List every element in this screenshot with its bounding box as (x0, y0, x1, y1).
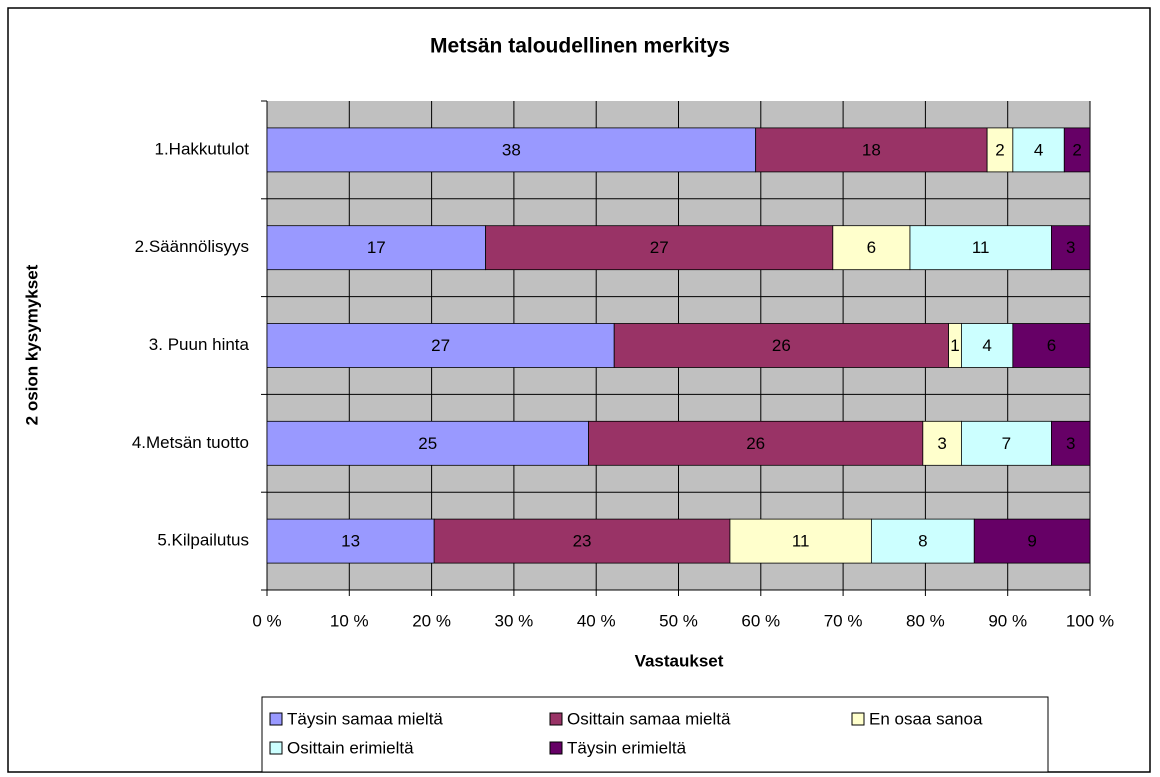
data-label: 18 (862, 140, 881, 159)
bar-segment (588, 420, 924, 466)
x-tick-label: 90 % (988, 611, 1027, 630)
legend-swatch (851, 712, 865, 726)
data-label: 4 (1034, 140, 1043, 159)
data-label: 27 (650, 238, 669, 257)
y-tick-label: 4.Metsän tuotto (132, 433, 249, 452)
data-label: 11 (792, 532, 810, 551)
x-tick-label: 30 % (495, 611, 534, 630)
x-tick-label: 0 % (252, 611, 281, 630)
bar-segment (266, 518, 435, 564)
legend-swatch (269, 741, 283, 755)
x-tick-label: 100 % (1066, 611, 1114, 630)
x-tick-label: 40 % (577, 611, 616, 630)
bar-segment (961, 323, 1014, 368)
data-label: 3 (1066, 434, 1075, 453)
data-label: 4 (982, 336, 991, 355)
data-label: 1 (950, 336, 959, 355)
bar-segment (961, 420, 1052, 466)
data-label: 6 (1047, 336, 1056, 355)
y-tick-label: 1.Hakkutulot (155, 139, 250, 158)
data-label: 27 (431, 336, 450, 355)
data-label: 23 (573, 532, 592, 551)
bar-segment (922, 420, 962, 466)
legend-swatch (549, 741, 563, 755)
y-axis-title: 2 osion kysymykset (22, 264, 41, 425)
bar-segment (1012, 323, 1091, 368)
bar-segment (433, 518, 731, 564)
data-label: 26 (746, 434, 765, 453)
legend-swatch (549, 712, 563, 726)
bar-segment (1051, 420, 1091, 466)
bar-segment (613, 323, 949, 368)
x-tick-label: 50 % (659, 611, 698, 630)
x-tick-label: 60 % (741, 611, 780, 630)
x-tick-label: 80 % (906, 611, 945, 630)
x-tick-label: 20 % (412, 611, 451, 630)
legend-label: Täysin erimieltä (567, 738, 687, 757)
y-tick-label: 2.Säännölisyys (135, 237, 249, 256)
data-label: 25 (418, 434, 437, 453)
data-label: 3 (937, 434, 946, 453)
legend-swatch (269, 712, 283, 726)
chart-title: Metsän taloudellinen merkitys (430, 35, 730, 58)
bar-segment (973, 518, 1091, 564)
x-tick-label: 10 % (330, 611, 369, 630)
data-label: 11 (972, 238, 990, 257)
bar-segment (266, 420, 589, 466)
legend-label: Osittain erimieltä (287, 738, 414, 757)
legend-label: Osittain samaa mieltä (567, 709, 731, 728)
bar-segment (1051, 225, 1091, 271)
data-label: 6 (867, 238, 876, 257)
data-label: 7 (1002, 434, 1011, 453)
y-tick-label: 3. Puun hinta (149, 335, 250, 354)
bar-segment (1063, 127, 1091, 173)
bar-segment (870, 518, 975, 564)
y-tick-label: 5.Kilpailutus (157, 531, 249, 550)
bar-segment (986, 127, 1014, 173)
bar-segment (266, 323, 615, 368)
data-label: 26 (772, 336, 791, 355)
bar-segment (266, 225, 487, 271)
data-label: 2 (995, 140, 1004, 159)
legend-box (261, 696, 1049, 773)
bar-segment (485, 225, 834, 271)
bar-segment (1012, 127, 1065, 173)
data-label: 9 (1027, 532, 1036, 551)
legend-label: Täysin samaa mieltä (287, 709, 443, 728)
x-tick-label: 70 % (824, 611, 863, 630)
data-label: 3 (1066, 238, 1075, 257)
legend-label: En osaa sanoa (869, 709, 983, 728)
bar-segment (755, 127, 988, 173)
bar-segment (909, 225, 1052, 271)
x-axis-title: Vastaukset (635, 651, 724, 670)
data-label: 38 (502, 140, 521, 159)
bar-segment (729, 518, 872, 564)
data-label: 17 (367, 238, 386, 257)
bar-segment (832, 225, 911, 271)
data-label: 13 (341, 532, 360, 551)
data-label: 2 (1072, 140, 1081, 159)
data-label: 8 (918, 532, 927, 551)
